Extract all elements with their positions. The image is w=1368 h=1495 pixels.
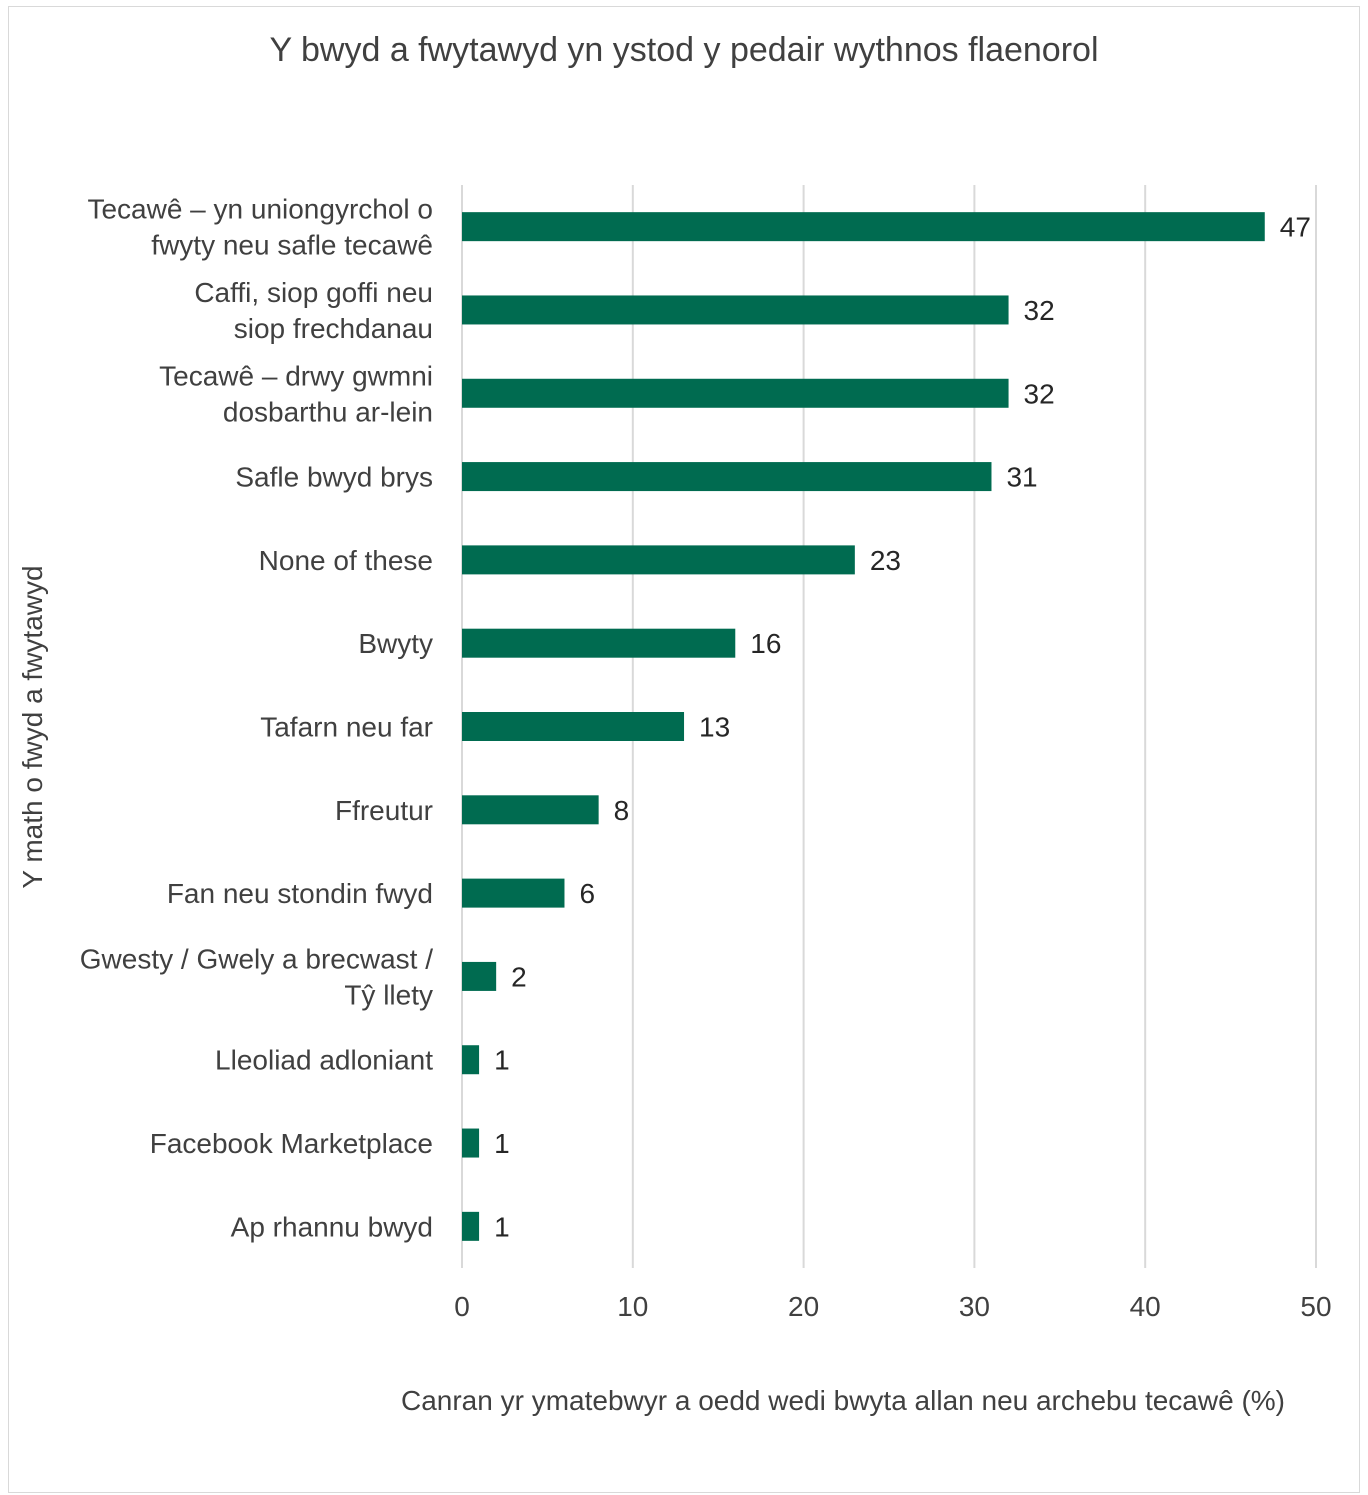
category-label: Tecawê – yn uniongyrchol o fwyty neu safl… [87,194,433,261]
category-label: Bwyty [358,628,433,659]
data-label: 1 [494,1211,510,1242]
bar [462,1045,480,1075]
data-label: 1 [494,1045,510,1076]
bar [462,961,497,991]
data-label: 8 [614,795,630,826]
data-label: 32 [1024,295,1055,326]
category-label: Ap rhannu bwyd [231,1211,433,1242]
bar [462,295,1009,325]
bar [462,878,565,908]
category-label: Caffi, siop goffi neu siop frechdanau [194,277,433,344]
bar [462,712,685,741]
category-label: Tafarn neu far [260,712,433,743]
bar [462,212,1265,242]
category-label: Gwesty / Gwely a brecwast / Tŷ llety [80,943,433,1010]
data-label: 6 [579,878,595,909]
data-label: 31 [1006,462,1037,493]
data-label: 2 [511,961,527,992]
data-label: 47 [1280,212,1311,243]
data-label: 16 [750,628,781,659]
x-tick-label: 40 [1130,1291,1161,1322]
bar [462,1211,480,1241]
category-labels: Tecawê – yn uniongyrchol o fwyty neu safl… [80,194,433,1243]
category-label: None of these [259,545,433,576]
chart-title: Y bwyd a fwytawyd yn ystod y pedair wyth… [269,31,1098,69]
category-label: Lleoliad adloniant [215,1045,433,1076]
data-label: 32 [1024,378,1055,409]
x-tick-label: 10 [617,1291,648,1322]
bar [462,378,1009,408]
bars [462,212,1265,1241]
x-tick-label: 20 [788,1291,819,1322]
y-axis-title: Y math o fwyd a fwytawyd [17,565,48,888]
x-tick-label: 50 [1300,1291,1331,1322]
data-label: 23 [870,545,901,576]
bar [462,1128,480,1158]
category-label: Ffreutur [335,795,433,826]
category-label: Fan neu stondin fwyd [167,878,433,909]
x-tick-label: 0 [454,1291,470,1322]
bar [462,795,599,825]
bar [462,628,736,658]
data-label: 1 [494,1128,510,1159]
x-axis-title: Canran yr ymatebwyr a oedd wedi bwyta al… [401,1385,1285,1416]
data-labels: 47 32 32 31 23 16 13 8 6 2 1 1 1 [494,212,1311,1243]
category-label: Safle bwyd brys [235,462,433,493]
chart-frame [8,6,1360,1493]
bar [462,545,855,575]
gridlines [461,185,1317,1268]
x-tick-label: 30 [959,1291,990,1322]
x-tick-labels: 0 10 20 30 40 50 [454,1291,1331,1322]
category-label: Facebook Marketplace [150,1128,433,1159]
data-label: 13 [699,712,730,743]
bar [462,462,992,492]
category-label: Tecawê – drwy gwmni dosbarthu ar-lein [159,360,433,427]
